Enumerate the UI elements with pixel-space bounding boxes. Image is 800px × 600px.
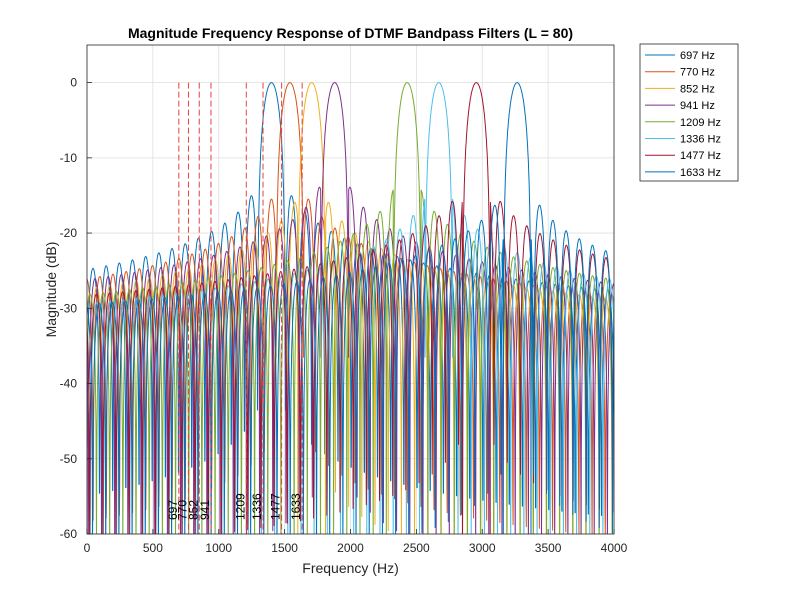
vline-label: 1477: [269, 493, 283, 520]
legend-box: [639, 43, 739, 182]
x-tick-label: 3000: [469, 541, 496, 555]
series-line: [87, 82, 614, 534]
y-axis-label: Magnitude (dB): [43, 242, 59, 338]
chart-title: Magnitude Frequency Response of DTMF Ban…: [128, 25, 573, 41]
vline-label: 697: [166, 500, 180, 520]
y-tick-label: 0: [70, 76, 77, 90]
legend-label: 852 Hz: [680, 83, 715, 95]
x-tick-label: 3500: [535, 541, 562, 555]
legend-label: 1633 Hz: [680, 167, 721, 179]
x-axis-label: Frequency (Hz): [302, 560, 398, 576]
legend-label: 697 Hz: [680, 50, 715, 62]
x-tick-label: 1500: [271, 541, 298, 555]
x-tick-label: 2000: [337, 541, 364, 555]
y-tick-label: -30: [60, 301, 78, 315]
legend-label: 1209 Hz: [680, 117, 721, 129]
x-tick-label: 4000: [601, 541, 628, 555]
x-tick-label: 0: [84, 541, 91, 555]
vline-label: 941: [198, 500, 212, 520]
legend-label: 1477 Hz: [680, 150, 721, 162]
vline-label: 852: [186, 500, 200, 520]
y-tick-label: -60: [60, 527, 78, 541]
legend: 697 Hz 770 Hz 852 Hz 941 Hz 1209 Hz 1336 Hz 14…: [639, 43, 739, 182]
ticks: 0 500 1000 1500 2000 2500 3000 3500 4000 0 -10 -20 -…: [60, 76, 628, 555]
y-tick-label: -20: [60, 226, 78, 240]
y-tick-label: -10: [60, 151, 78, 165]
x-tick-label: 1000: [205, 541, 232, 555]
vline-label: 1336: [250, 493, 264, 520]
y-tick-label: -50: [60, 452, 78, 466]
vline-label: 770: [175, 500, 189, 520]
vline-label: 1633: [289, 493, 303, 520]
x-tick-label: 2500: [403, 541, 430, 555]
vline-label: 1209: [233, 493, 247, 520]
x-tick-label: 500: [143, 541, 163, 555]
series-line: [87, 82, 614, 534]
series-line: [87, 82, 614, 534]
legend-label: 941 Hz: [680, 100, 715, 112]
series-line: [87, 82, 614, 534]
legend-label: 770 Hz: [680, 67, 715, 79]
series-layer: [87, 82, 614, 534]
legend-label: 1336 Hz: [680, 134, 721, 146]
y-tick-label: -40: [60, 377, 78, 391]
